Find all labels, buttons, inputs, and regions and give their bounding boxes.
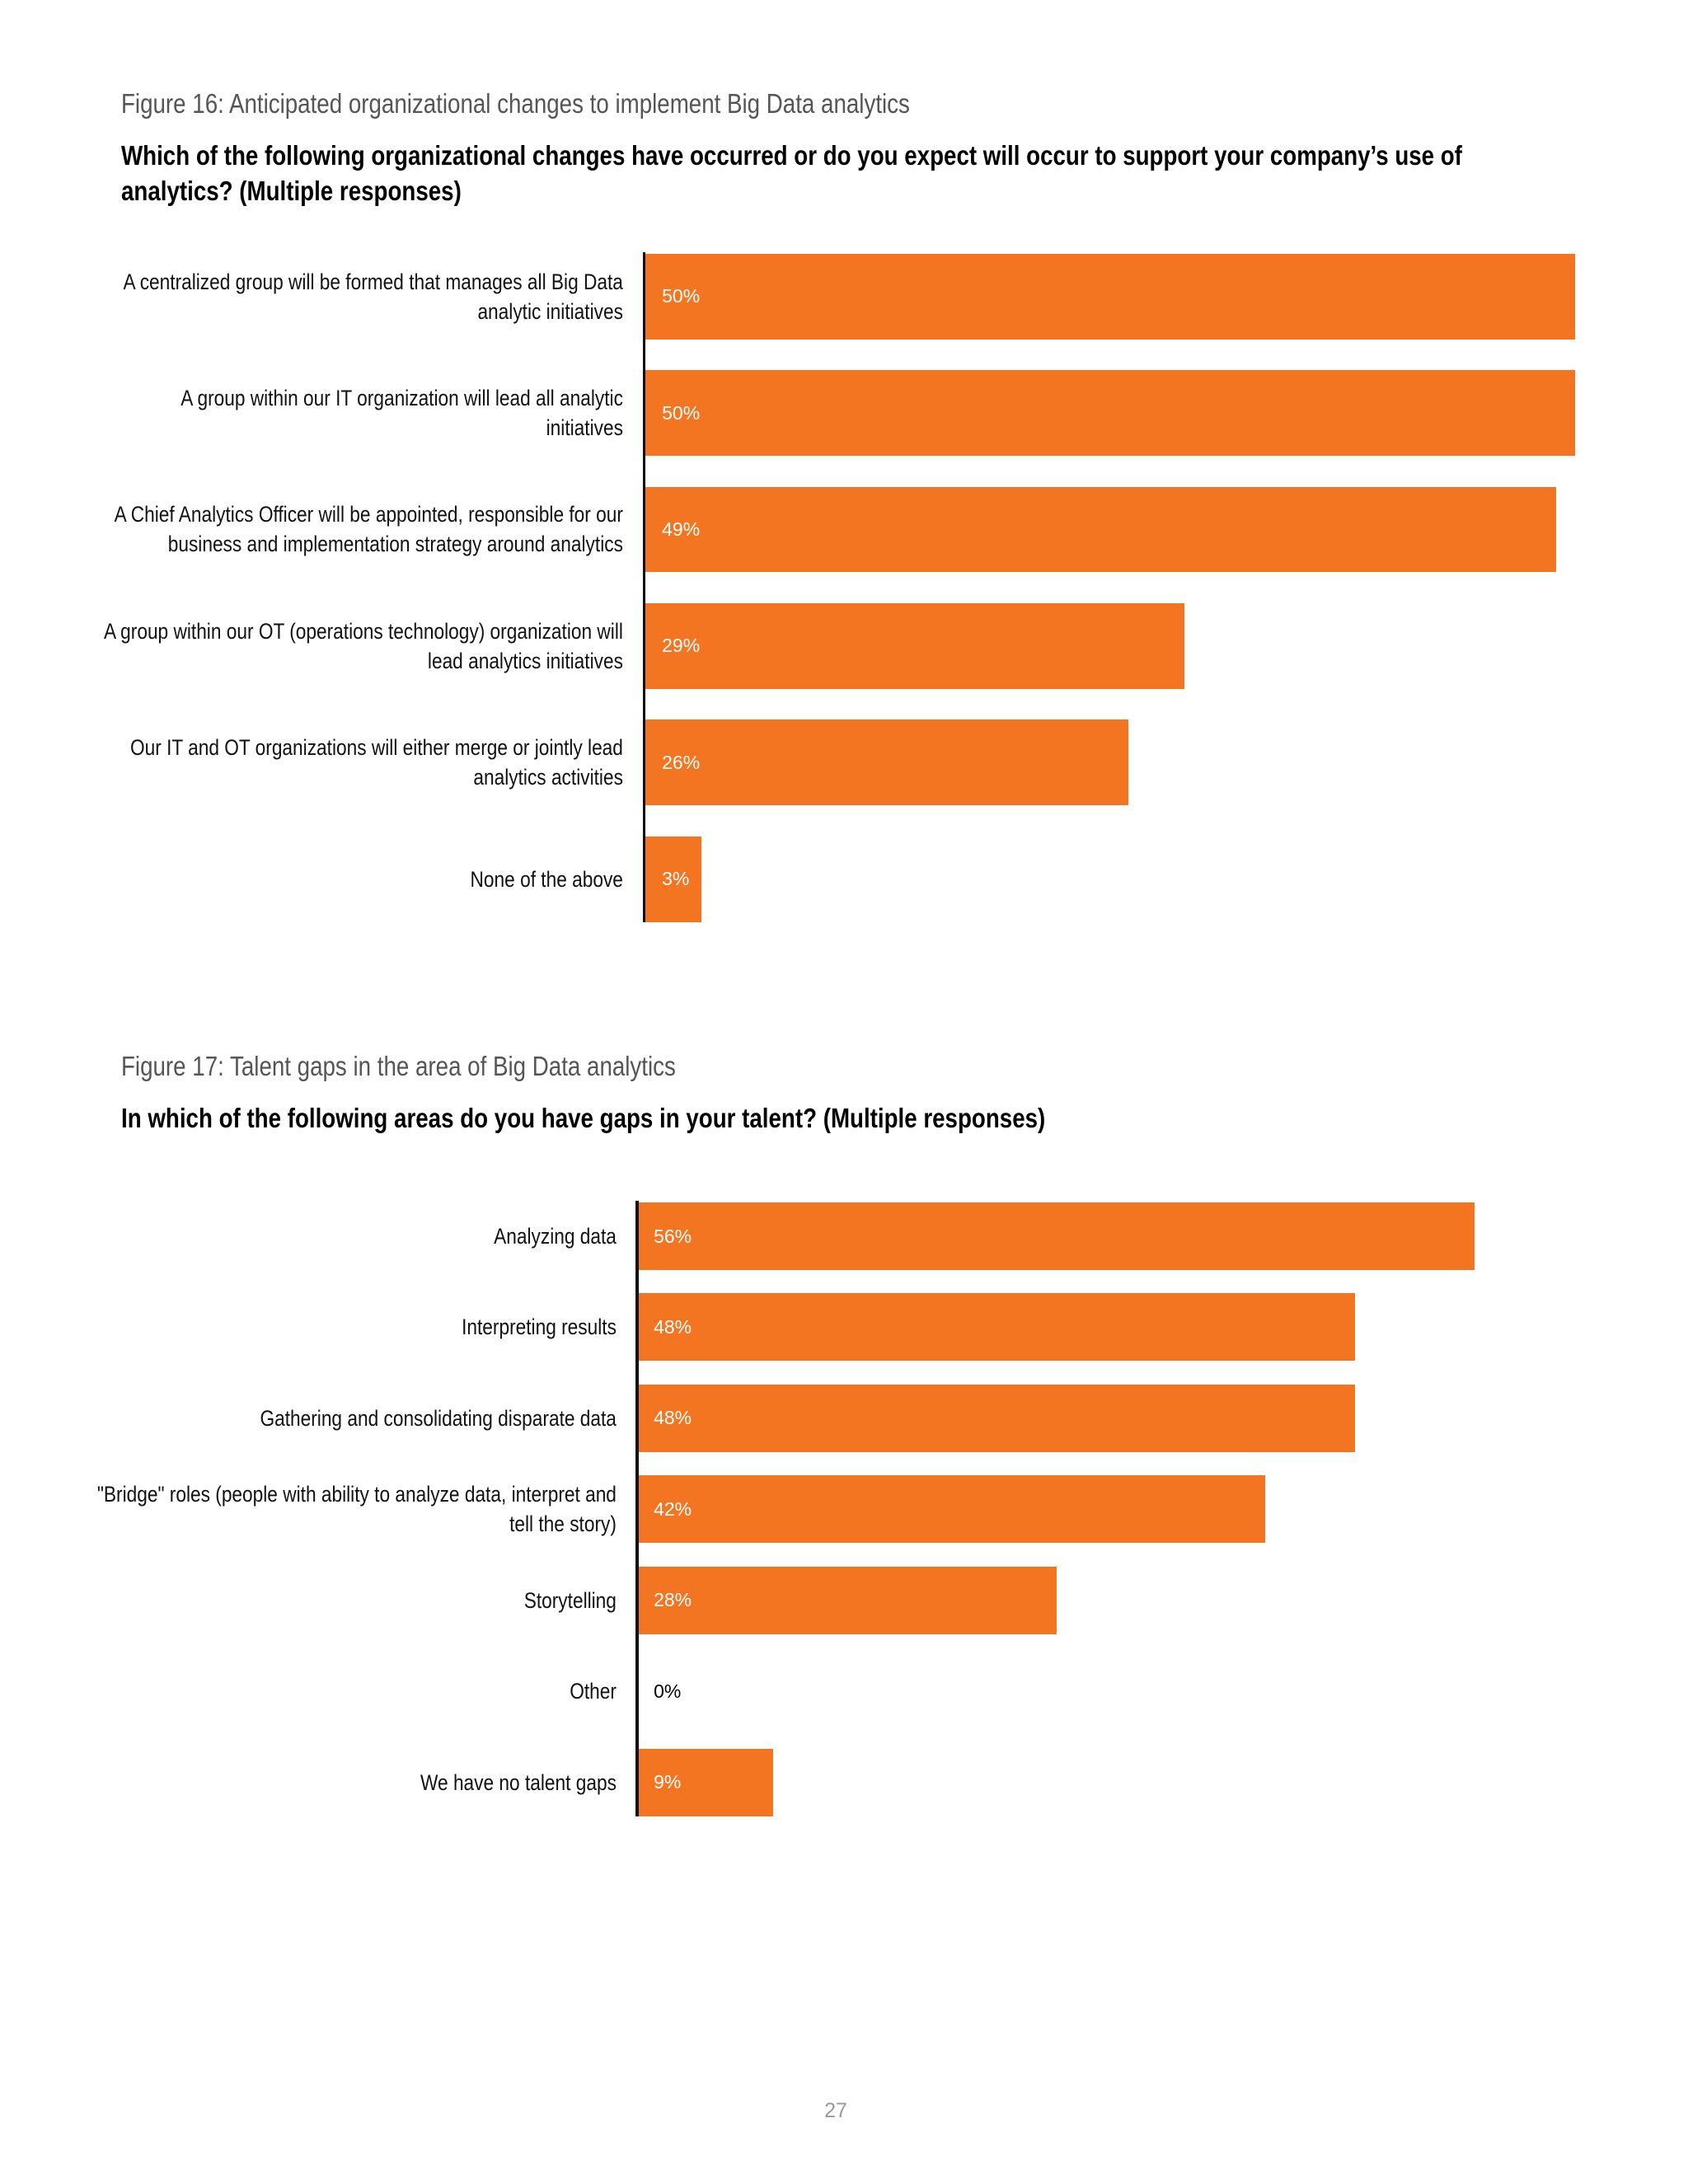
value-label: 0% bbox=[654, 1680, 682, 1702]
category-label: Other bbox=[570, 1679, 617, 1704]
bar bbox=[638, 1202, 1475, 1271]
bar bbox=[645, 486, 1557, 573]
bar bbox=[645, 719, 1129, 806]
category-label: A group within our OT (operations techno… bbox=[104, 618, 624, 673]
category-label: A group within our IT organization will … bbox=[181, 386, 624, 441]
value-label: 42% bbox=[654, 1497, 692, 1520]
category-label: None of the above bbox=[470, 866, 624, 892]
value-label: 49% bbox=[662, 518, 701, 540]
category-label: Storytelling bbox=[523, 1587, 617, 1613]
value-label: 50% bbox=[662, 401, 701, 424]
bar bbox=[638, 1566, 1057, 1634]
bar bbox=[645, 603, 1185, 689]
value-label: 50% bbox=[662, 285, 701, 307]
bar bbox=[645, 253, 1575, 340]
chart-title: Figure 17: Talent gaps in the area of Bi… bbox=[121, 1050, 677, 1081]
bar bbox=[638, 1384, 1355, 1452]
bar bbox=[638, 1293, 1355, 1361]
category-label: Analyzing data bbox=[494, 1224, 617, 1249]
category-label: Gathering and consolidating disparate da… bbox=[260, 1405, 617, 1431]
bar bbox=[645, 370, 1575, 456]
bar bbox=[638, 1475, 1266, 1544]
value-label: 26% bbox=[662, 751, 701, 773]
axis-line bbox=[642, 252, 646, 922]
value-label: 48% bbox=[654, 1407, 692, 1429]
category-label: A Chief Analytics Officer will be appoin… bbox=[114, 502, 624, 557]
bar bbox=[645, 836, 701, 922]
category-label: A centralized group will be formed that … bbox=[123, 269, 624, 324]
category-label: Interpreting results bbox=[462, 1315, 617, 1340]
value-label: 29% bbox=[662, 635, 701, 657]
category-label: "Bridge" roles (people with ability to a… bbox=[96, 1482, 617, 1537]
bar bbox=[638, 1748, 773, 1816]
chart-subtitle: In which of the following areas do you h… bbox=[121, 1103, 1046, 1134]
value-label: 48% bbox=[654, 1315, 692, 1338]
category-label: Our IT and OT organizations will either … bbox=[130, 735, 624, 790]
chart-subtitle: Which of the following organizational ch… bbox=[121, 140, 1463, 207]
value-label: 28% bbox=[654, 1589, 692, 1611]
value-label: 56% bbox=[654, 1225, 692, 1247]
value-label: 3% bbox=[662, 868, 690, 890]
value-label: 9% bbox=[654, 1771, 682, 1793]
page-number: 27 bbox=[824, 2099, 847, 2122]
chart-title: Figure 16: Anticipated organizational ch… bbox=[121, 88, 911, 120]
axis-line bbox=[635, 1201, 639, 1816]
category-label: We have no talent gaps bbox=[420, 1769, 617, 1795]
